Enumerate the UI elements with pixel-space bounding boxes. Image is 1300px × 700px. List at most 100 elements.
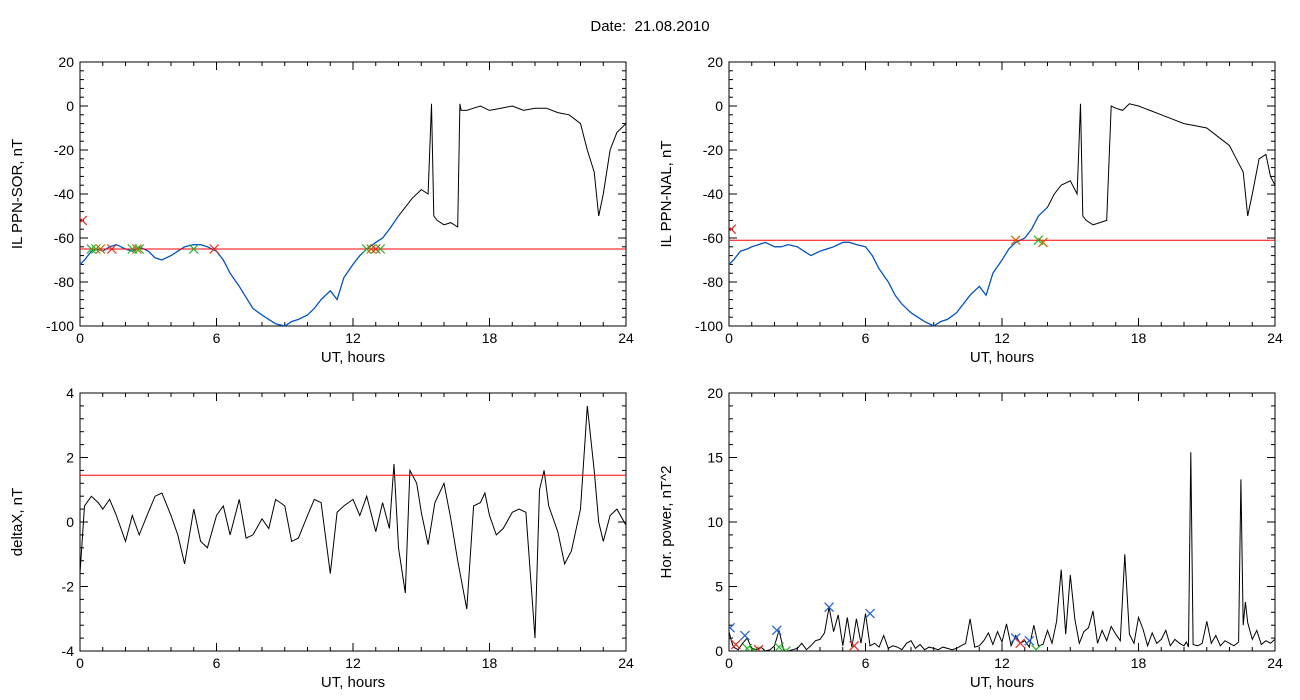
event-marker	[1038, 237, 1048, 248]
x-tick-label: 24	[618, 655, 634, 671]
x-tick-label: 6	[213, 655, 221, 671]
event-marker	[375, 244, 386, 254]
plot-area	[80, 103, 626, 326]
y-tick-label: -4	[62, 643, 75, 659]
y-tick-label: 5	[715, 579, 723, 595]
y-tick-label: 0	[66, 98, 74, 114]
y-axis-label: IL PPN-NAL, nT	[658, 141, 675, 248]
series-highlight-line	[729, 206, 1048, 326]
event-marker	[729, 622, 736, 633]
x-tick-label: 0	[725, 655, 733, 671]
x-tick-label: 18	[482, 330, 498, 346]
y-tick-label: 15	[707, 450, 723, 466]
y-tick-label: -100	[695, 318, 723, 334]
event-marker	[366, 244, 377, 254]
y-tick-label: -100	[46, 318, 74, 334]
y-tick-label: -60	[54, 230, 74, 246]
y-axis-label: Hor. power, nT^2	[658, 466, 675, 579]
y-tick-label: 10	[707, 514, 723, 530]
y-axis-label: IL PPN-SOR, nT	[9, 139, 26, 249]
event-marker	[730, 639, 741, 650]
plot-area	[80, 405, 626, 639]
x-tick-label: 24	[1267, 330, 1283, 346]
event-marker	[134, 244, 145, 254]
event-marker	[1010, 235, 1021, 246]
y-tick-label: 0	[715, 98, 723, 114]
y-tick-label: 2	[66, 450, 74, 466]
x-tick-label: 0	[76, 330, 84, 346]
event-marker	[753, 644, 764, 651]
event-marker	[131, 244, 142, 254]
y-tick-label: 0	[715, 643, 723, 659]
event-marker	[742, 643, 753, 651]
x-tick-label: 18	[1131, 330, 1147, 346]
series-line	[729, 452, 1275, 651]
x-tick-label: 0	[725, 330, 733, 346]
series-line	[80, 405, 626, 639]
event-marker	[865, 608, 875, 619]
y-tick-label: 20	[707, 54, 723, 70]
series-highlight-line	[80, 215, 399, 326]
y-tick-label: -20	[54, 142, 74, 158]
x-axis-label: UT, hours	[321, 349, 385, 366]
x-tick-label: 12	[994, 330, 1010, 346]
y-tick-label: -40	[54, 186, 74, 202]
event-marker	[106, 244, 117, 254]
page-title: Date: 21.08.2010	[590, 18, 710, 35]
y-tick-label: 20	[58, 54, 74, 70]
panel-power: 0 6 12 18 24 0 5 10 15 20 UT, hours Hor. power, nT^…	[658, 385, 1283, 691]
plot-frame	[79, 392, 627, 652]
event-marker	[86, 244, 97, 254]
event-marker	[729, 224, 737, 235]
series-line	[80, 103, 626, 326]
event-marker	[1024, 635, 1035, 646]
y-axis-label: deltaX, nT	[9, 488, 26, 556]
plot-frame	[728, 61, 1276, 327]
series-line	[729, 103, 1275, 326]
y-tick-label: -40	[703, 186, 723, 202]
plot-area	[729, 103, 1275, 326]
event-marker	[361, 244, 372, 254]
x-tick-label: 12	[994, 655, 1010, 671]
event-marker	[774, 642, 784, 651]
y-tick-label: -2	[62, 579, 75, 595]
event-marker	[80, 215, 88, 226]
event-marker	[188, 244, 199, 254]
x-tick-label: 6	[862, 655, 870, 671]
event-marker	[771, 625, 782, 636]
x-tick-label: 6	[213, 330, 221, 346]
x-tick-label: 24	[1267, 655, 1283, 671]
x-axis-label: UT, hours	[970, 349, 1034, 366]
event-marker	[91, 244, 101, 254]
event-marker	[370, 244, 381, 254]
x-tick-label: 18	[1131, 655, 1147, 671]
x-axis-label: UT, hours	[321, 674, 385, 691]
event-marker	[780, 646, 791, 651]
y-tick-label: 4	[66, 385, 74, 401]
x-tick-label: 6	[862, 330, 870, 346]
plot-area	[729, 452, 1275, 651]
x-tick-label: 12	[345, 330, 361, 346]
panel-sor: 0 6 12 18 24 -100 -80 -60 -40 -20 0 20 UT, hours IL P…	[9, 54, 634, 366]
event-marker	[1015, 638, 1026, 649]
y-tick-label: -60	[703, 230, 723, 246]
event-marker	[1031, 644, 1042, 651]
panel-nal: 0 6 12 18 24 -100 -80 -60 -40 -20 0 20 UT, hours IL P…	[658, 54, 1283, 366]
plot-frame	[79, 61, 627, 327]
event-marker	[209, 244, 220, 254]
y-tick-label: 20	[707, 385, 723, 401]
event-marker	[824, 602, 835, 613]
x-tick-label: 12	[345, 655, 361, 671]
y-tick-label: -80	[54, 274, 74, 290]
event-marker	[849, 640, 860, 651]
y-tick-label: -80	[703, 274, 723, 290]
x-tick-label: 0	[76, 655, 84, 671]
y-tick-label: 0	[66, 514, 74, 530]
x-tick-label: 18	[482, 655, 498, 671]
event-marker	[95, 244, 106, 254]
event-marker	[740, 630, 750, 641]
y-tick-label: -20	[703, 142, 723, 158]
x-tick-label: 24	[618, 330, 634, 346]
